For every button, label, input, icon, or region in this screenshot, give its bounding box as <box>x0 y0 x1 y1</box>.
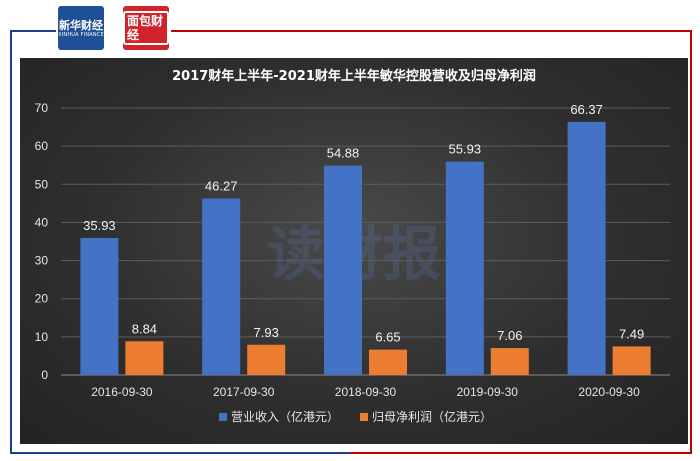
profit-bar <box>612 346 651 375</box>
x-tick-label: 2020-09-30 <box>578 385 640 399</box>
y-tick-label: 0 <box>41 368 48 382</box>
frame-top-red <box>171 30 692 32</box>
legend-swatch-revenue <box>219 413 227 421</box>
frame-top-blue <box>10 30 56 32</box>
revenue-data-label: 54.88 <box>327 146 360 161</box>
profit-data-label: 7.49 <box>619 326 644 341</box>
xinhua-finance-logo: 新华财经 XINHUA FINANCE <box>58 6 104 50</box>
bar-chart: 读财报2017财年上半年-2021财年上半年敏华控股营收及归母净利润010203… <box>35 68 670 424</box>
y-tick-label: 10 <box>35 330 49 344</box>
frame-left-blue <box>10 30 12 454</box>
chart-title: 2017财年上半年-2021财年上半年敏华控股营收及归母净利润 <box>172 68 536 84</box>
y-tick-label: 50 <box>35 177 49 191</box>
profit-data-label: 7.93 <box>254 325 279 340</box>
revenue-data-label: 46.27 <box>205 179 238 194</box>
frame-bottom-blue <box>10 452 350 454</box>
profit-bar <box>247 344 286 375</box>
mianbao-logo-text: 面包财经 <box>123 11 169 45</box>
y-tick-label: 30 <box>35 254 49 268</box>
x-tick-label: 2017-09-30 <box>213 385 275 399</box>
revenue-bar <box>445 161 484 375</box>
profit-bar <box>369 349 407 375</box>
profit-data-label: 7.06 <box>497 328 522 343</box>
x-tick-label: 2019-09-30 <box>457 385 519 399</box>
y-tick-label: 60 <box>35 139 49 153</box>
profit-data-label: 8.84 <box>132 321 157 336</box>
legend-label-profit: 归母净利润（亿港元） <box>372 409 492 424</box>
revenue-data-label: 66.37 <box>570 102 603 117</box>
profit-bar <box>125 341 164 375</box>
revenue-bar <box>202 198 241 375</box>
y-tick-label: 20 <box>35 292 49 306</box>
revenue-bar <box>324 165 362 375</box>
legend-swatch-profit <box>360 413 368 421</box>
frame-right-red <box>690 30 692 454</box>
profit-bar <box>490 348 529 375</box>
xinhua-logo-subtext: XINHUA FINANCE <box>58 32 104 38</box>
y-tick-label: 40 <box>35 215 49 229</box>
chart-panel: 读财报2017财年上半年-2021财年上半年敏华控股营收及归母净利润010203… <box>20 58 688 444</box>
xinhua-logo-text: 新华财经 <box>59 19 103 32</box>
revenue-bar <box>80 237 119 375</box>
profit-data-label: 6.65 <box>375 330 400 345</box>
frame-bottom-red <box>350 452 692 454</box>
mianbao-finance-logo: 面包财经 <box>123 6 169 50</box>
revenue-bar <box>567 121 606 375</box>
y-tick-label: 70 <box>35 101 49 115</box>
x-tick-label: 2018-09-30 <box>335 385 397 399</box>
x-tick-label: 2016-09-30 <box>91 385 153 399</box>
revenue-data-label: 55.93 <box>449 142 482 157</box>
revenue-data-label: 35.93 <box>83 218 116 233</box>
legend-label-revenue: 营业收入（亿港元） <box>231 409 339 424</box>
